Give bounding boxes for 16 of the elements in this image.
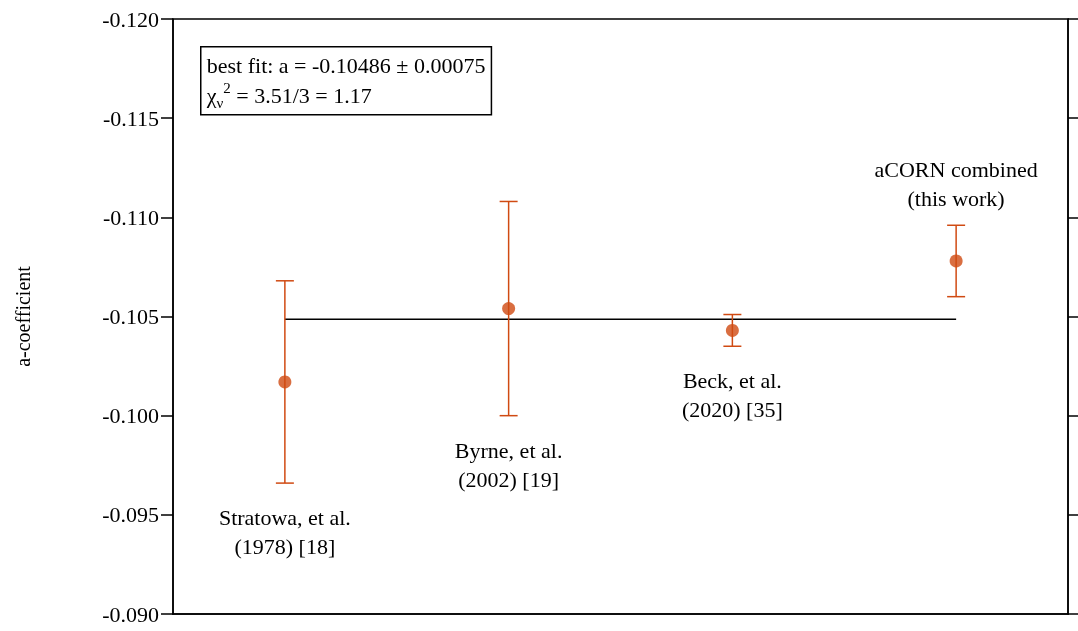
y-tick-label: -0.105 bbox=[102, 304, 159, 329]
annotation: Stratowa, et al. (1978) [18] bbox=[218, 505, 351, 560]
y-tick-label: -0.095 bbox=[102, 502, 159, 528]
y-tick-label: -0.090 bbox=[102, 601, 159, 627]
point bbox=[502, 302, 516, 316]
point bbox=[278, 375, 292, 389]
annotation: Beck, et al. (2020) [35] bbox=[681, 368, 783, 423]
y-tick-label: -0.110 bbox=[102, 204, 159, 230]
annotation: Byrne, et al. (2002) [19] bbox=[454, 437, 563, 492]
y-axis-title: a-coefficient bbox=[12, 265, 34, 367]
y-tick-label: -0.115 bbox=[102, 105, 159, 131]
y-tick-label: -0.100 bbox=[102, 403, 159, 429]
y-tick-label: -0.120 bbox=[102, 6, 159, 32]
annotation: aCORN combined (this work) bbox=[874, 157, 1038, 212]
point bbox=[949, 254, 963, 268]
point bbox=[725, 323, 739, 337]
